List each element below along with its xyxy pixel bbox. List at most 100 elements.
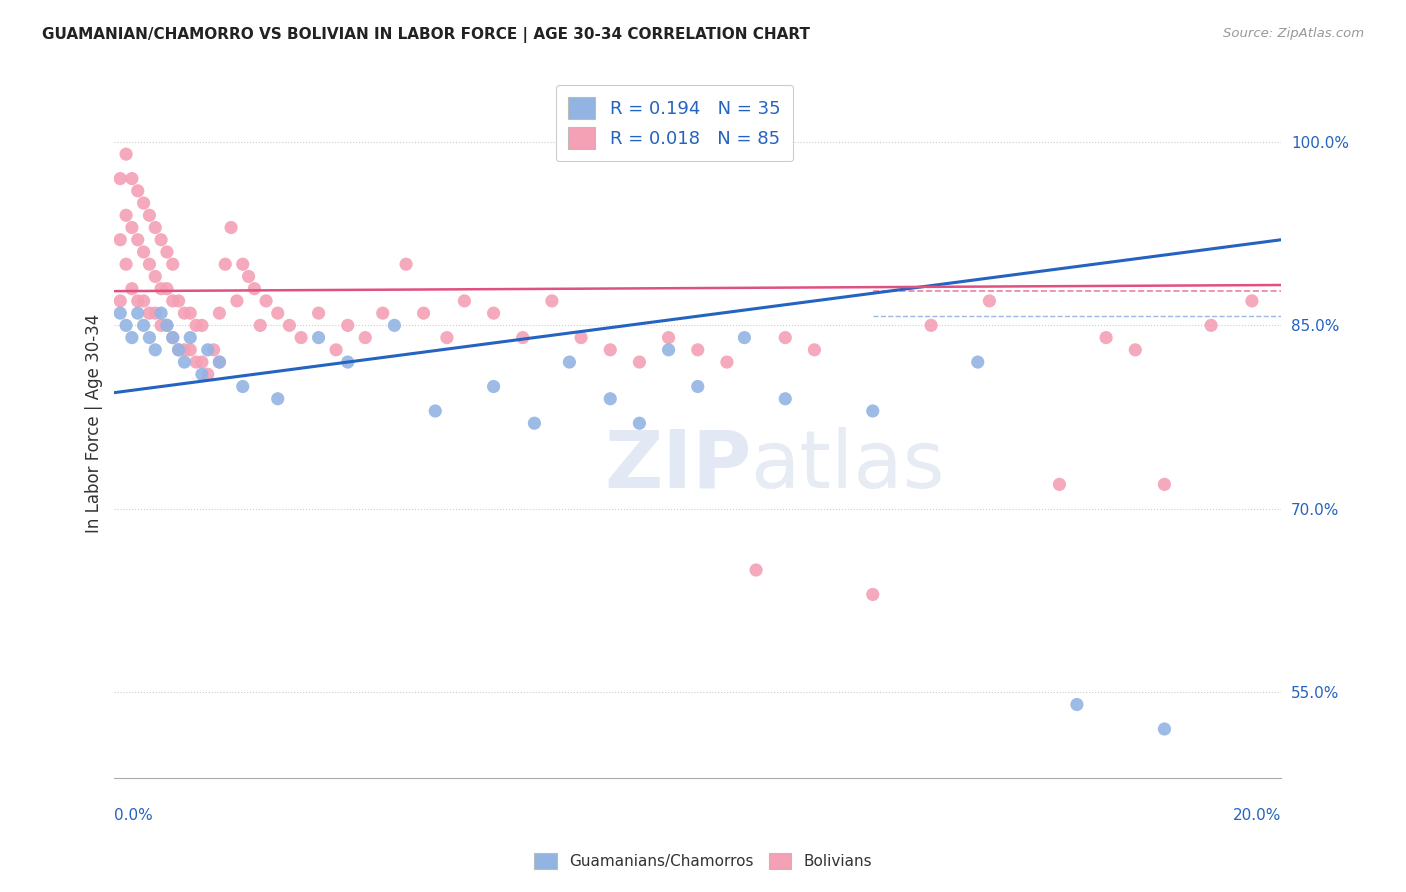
Point (143, 220, 166, 235)
Point (110, 233, 132, 247)
Point (541, 293, 564, 308)
Point (115, 318, 138, 333)
Point (127, 293, 149, 308)
Text: 20.0%: 20.0% (1233, 808, 1281, 823)
Point (1095, 330, 1118, 344)
Point (115, 208, 138, 222)
Point (267, 306, 290, 320)
Point (132, 196, 155, 211)
Point (156, 318, 179, 333)
Point (733, 330, 755, 344)
Point (371, 306, 394, 320)
Point (219, 220, 242, 235)
Point (173, 355, 195, 369)
Point (167, 343, 190, 357)
Point (121, 282, 143, 296)
Point (214, 257, 236, 271)
Point (179, 330, 201, 344)
Text: 0.0%: 0.0% (114, 808, 153, 823)
Point (197, 368, 219, 382)
Point (862, 587, 884, 601)
Point (966, 355, 988, 369)
Point (167, 293, 190, 308)
Point (354, 330, 377, 344)
Point (512, 330, 534, 344)
Legend: Guamanians/Chamorros, Bolivians: Guamanians/Chamorros, Bolivians (527, 847, 879, 875)
Point (162, 330, 184, 344)
Point (208, 355, 231, 369)
Point (115, 147, 138, 161)
Point (686, 379, 709, 393)
Point (384, 318, 406, 333)
Point (132, 293, 155, 308)
Point (658, 343, 681, 357)
Point (132, 244, 155, 259)
Point (127, 233, 149, 247)
Point (162, 293, 184, 308)
Point (138, 257, 160, 271)
Point (745, 563, 768, 577)
Point (920, 318, 942, 333)
Point (249, 318, 271, 333)
Point (278, 318, 301, 333)
Point (336, 355, 359, 369)
Point (121, 171, 143, 186)
Point (143, 269, 166, 284)
Point (110, 306, 132, 320)
Point (290, 330, 312, 344)
Point (226, 293, 249, 308)
Point (202, 343, 225, 357)
Point (1123, 343, 1146, 357)
Point (628, 355, 651, 369)
Point (658, 330, 681, 344)
Point (599, 343, 621, 357)
Legend: R = 0.194   N = 35, R = 0.018   N = 85: R = 0.194 N = 35, R = 0.018 N = 85 (555, 85, 793, 161)
Point (138, 208, 160, 222)
Point (1049, 477, 1071, 491)
Y-axis label: In Labor Force | Age 30-34: In Labor Force | Age 30-34 (86, 314, 103, 533)
Point (138, 330, 160, 344)
Point (232, 257, 254, 271)
Point (156, 318, 179, 333)
Point (208, 355, 231, 369)
Point (138, 306, 160, 320)
Point (156, 244, 179, 259)
Point (143, 306, 166, 320)
Point (686, 343, 709, 357)
Point (191, 318, 214, 333)
Point (716, 355, 738, 369)
Point (425, 404, 447, 418)
Point (523, 416, 546, 430)
Point (232, 379, 254, 393)
Point (558, 355, 581, 369)
Point (184, 318, 207, 333)
Point (150, 233, 173, 247)
Point (482, 306, 505, 320)
Point (121, 220, 143, 235)
Point (179, 343, 201, 357)
Point (127, 184, 149, 198)
Point (167, 343, 190, 357)
Point (150, 306, 173, 320)
Point (150, 282, 173, 296)
Point (238, 269, 260, 284)
Point (308, 330, 330, 344)
Point (1153, 477, 1175, 491)
Point (115, 257, 138, 271)
Point (1153, 722, 1175, 736)
Point (156, 282, 179, 296)
Point (110, 293, 132, 308)
Point (254, 293, 277, 308)
Point (132, 318, 155, 333)
Text: ZIP: ZIP (605, 426, 752, 505)
Point (162, 330, 184, 344)
Point (482, 379, 505, 393)
Point (569, 330, 592, 344)
Point (436, 330, 458, 344)
Point (191, 355, 214, 369)
Point (803, 343, 825, 357)
Point (184, 355, 207, 369)
Text: atlas: atlas (751, 426, 945, 505)
Point (775, 330, 797, 344)
Point (121, 330, 143, 344)
